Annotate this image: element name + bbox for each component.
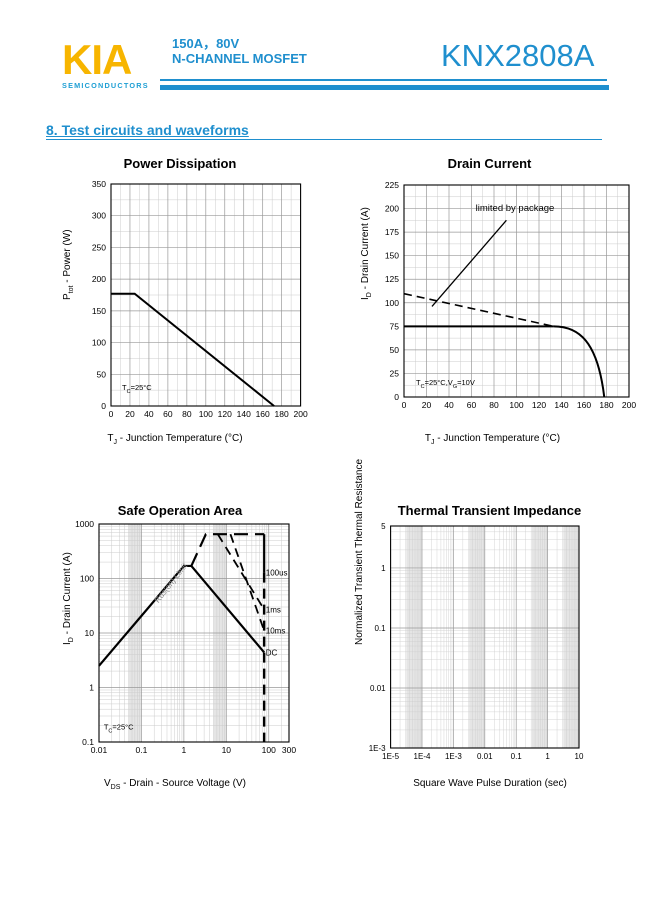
svg-text:10: 10 bbox=[222, 745, 232, 755]
svg-text:50: 50 bbox=[390, 345, 400, 355]
svg-text:1: 1 bbox=[182, 745, 187, 755]
svg-text:1ms: 1ms bbox=[266, 605, 281, 614]
svg-text:100: 100 bbox=[80, 574, 94, 584]
svg-text:10: 10 bbox=[575, 752, 584, 761]
svg-text:20: 20 bbox=[422, 400, 432, 410]
svg-text:75: 75 bbox=[390, 321, 400, 331]
svg-text:200: 200 bbox=[385, 204, 399, 214]
svg-text:1E-3: 1E-3 bbox=[369, 744, 386, 753]
svg-text:150: 150 bbox=[385, 251, 399, 261]
svg-text:1000: 1000 bbox=[75, 519, 94, 529]
svg-text:80: 80 bbox=[182, 409, 192, 419]
svg-text:0: 0 bbox=[394, 392, 399, 402]
svg-text:0: 0 bbox=[101, 401, 106, 411]
svg-text:0.01: 0.01 bbox=[477, 752, 493, 761]
svg-text:200: 200 bbox=[294, 409, 308, 419]
svg-text:0.1: 0.1 bbox=[511, 752, 523, 761]
svg-text:TC=25°C,VG=10V: TC=25°C,VG=10V bbox=[416, 378, 475, 390]
svg-text:0: 0 bbox=[402, 400, 407, 410]
svg-text:125: 125 bbox=[385, 274, 399, 284]
svg-text:10: 10 bbox=[85, 628, 95, 638]
svg-text:160: 160 bbox=[577, 400, 591, 410]
svg-text:150: 150 bbox=[92, 306, 106, 316]
svg-text:160: 160 bbox=[256, 409, 270, 419]
svg-text:120: 120 bbox=[532, 400, 546, 410]
svg-text:1E-3: 1E-3 bbox=[445, 752, 462, 761]
svg-text:225: 225 bbox=[385, 180, 399, 190]
svg-text:60: 60 bbox=[163, 409, 173, 419]
svg-text:TC=25°C: TC=25°C bbox=[122, 383, 152, 395]
svg-text:1: 1 bbox=[89, 683, 94, 693]
svg-text:1: 1 bbox=[545, 752, 550, 761]
svg-text:100: 100 bbox=[385, 298, 399, 308]
svg-text:0: 0 bbox=[109, 409, 114, 419]
svg-text:100: 100 bbox=[509, 400, 523, 410]
svg-text:0.1: 0.1 bbox=[374, 624, 386, 633]
svg-text:300: 300 bbox=[92, 211, 106, 221]
svg-text:limited by package: limited by package bbox=[476, 203, 555, 214]
svg-text:300: 300 bbox=[282, 745, 296, 755]
svg-text:60: 60 bbox=[467, 400, 477, 410]
svg-text:200: 200 bbox=[92, 274, 106, 284]
svg-text:100us: 100us bbox=[266, 569, 288, 578]
svg-text:10ms: 10ms bbox=[266, 627, 286, 636]
svg-text:1: 1 bbox=[381, 564, 386, 573]
svg-text:25: 25 bbox=[390, 368, 400, 378]
svg-text:40: 40 bbox=[144, 409, 154, 419]
svg-text:100: 100 bbox=[199, 409, 213, 419]
svg-text:50: 50 bbox=[97, 369, 107, 379]
svg-text:0.01: 0.01 bbox=[370, 684, 386, 693]
svg-text:5: 5 bbox=[381, 522, 386, 531]
svg-text:120: 120 bbox=[218, 409, 232, 419]
svg-text:200: 200 bbox=[622, 400, 636, 410]
svg-text:140: 140 bbox=[554, 400, 568, 410]
svg-text:1E-4: 1E-4 bbox=[414, 752, 431, 761]
svg-text:350: 350 bbox=[92, 179, 106, 189]
svg-text:80: 80 bbox=[489, 400, 499, 410]
svg-text:140: 140 bbox=[237, 409, 251, 419]
svg-text:20: 20 bbox=[125, 409, 135, 419]
svg-text:0.1: 0.1 bbox=[136, 745, 148, 755]
svg-text:DC: DC bbox=[266, 648, 278, 657]
svg-text:250: 250 bbox=[92, 242, 106, 252]
svg-text:40: 40 bbox=[444, 400, 454, 410]
svg-text:175: 175 bbox=[385, 227, 399, 237]
svg-text:100: 100 bbox=[262, 745, 276, 755]
svg-text:0.1: 0.1 bbox=[82, 737, 94, 747]
svg-text:1E-5: 1E-5 bbox=[382, 752, 399, 761]
svg-text:180: 180 bbox=[275, 409, 289, 419]
svg-text:180: 180 bbox=[599, 400, 613, 410]
svg-text:100: 100 bbox=[92, 338, 106, 348]
